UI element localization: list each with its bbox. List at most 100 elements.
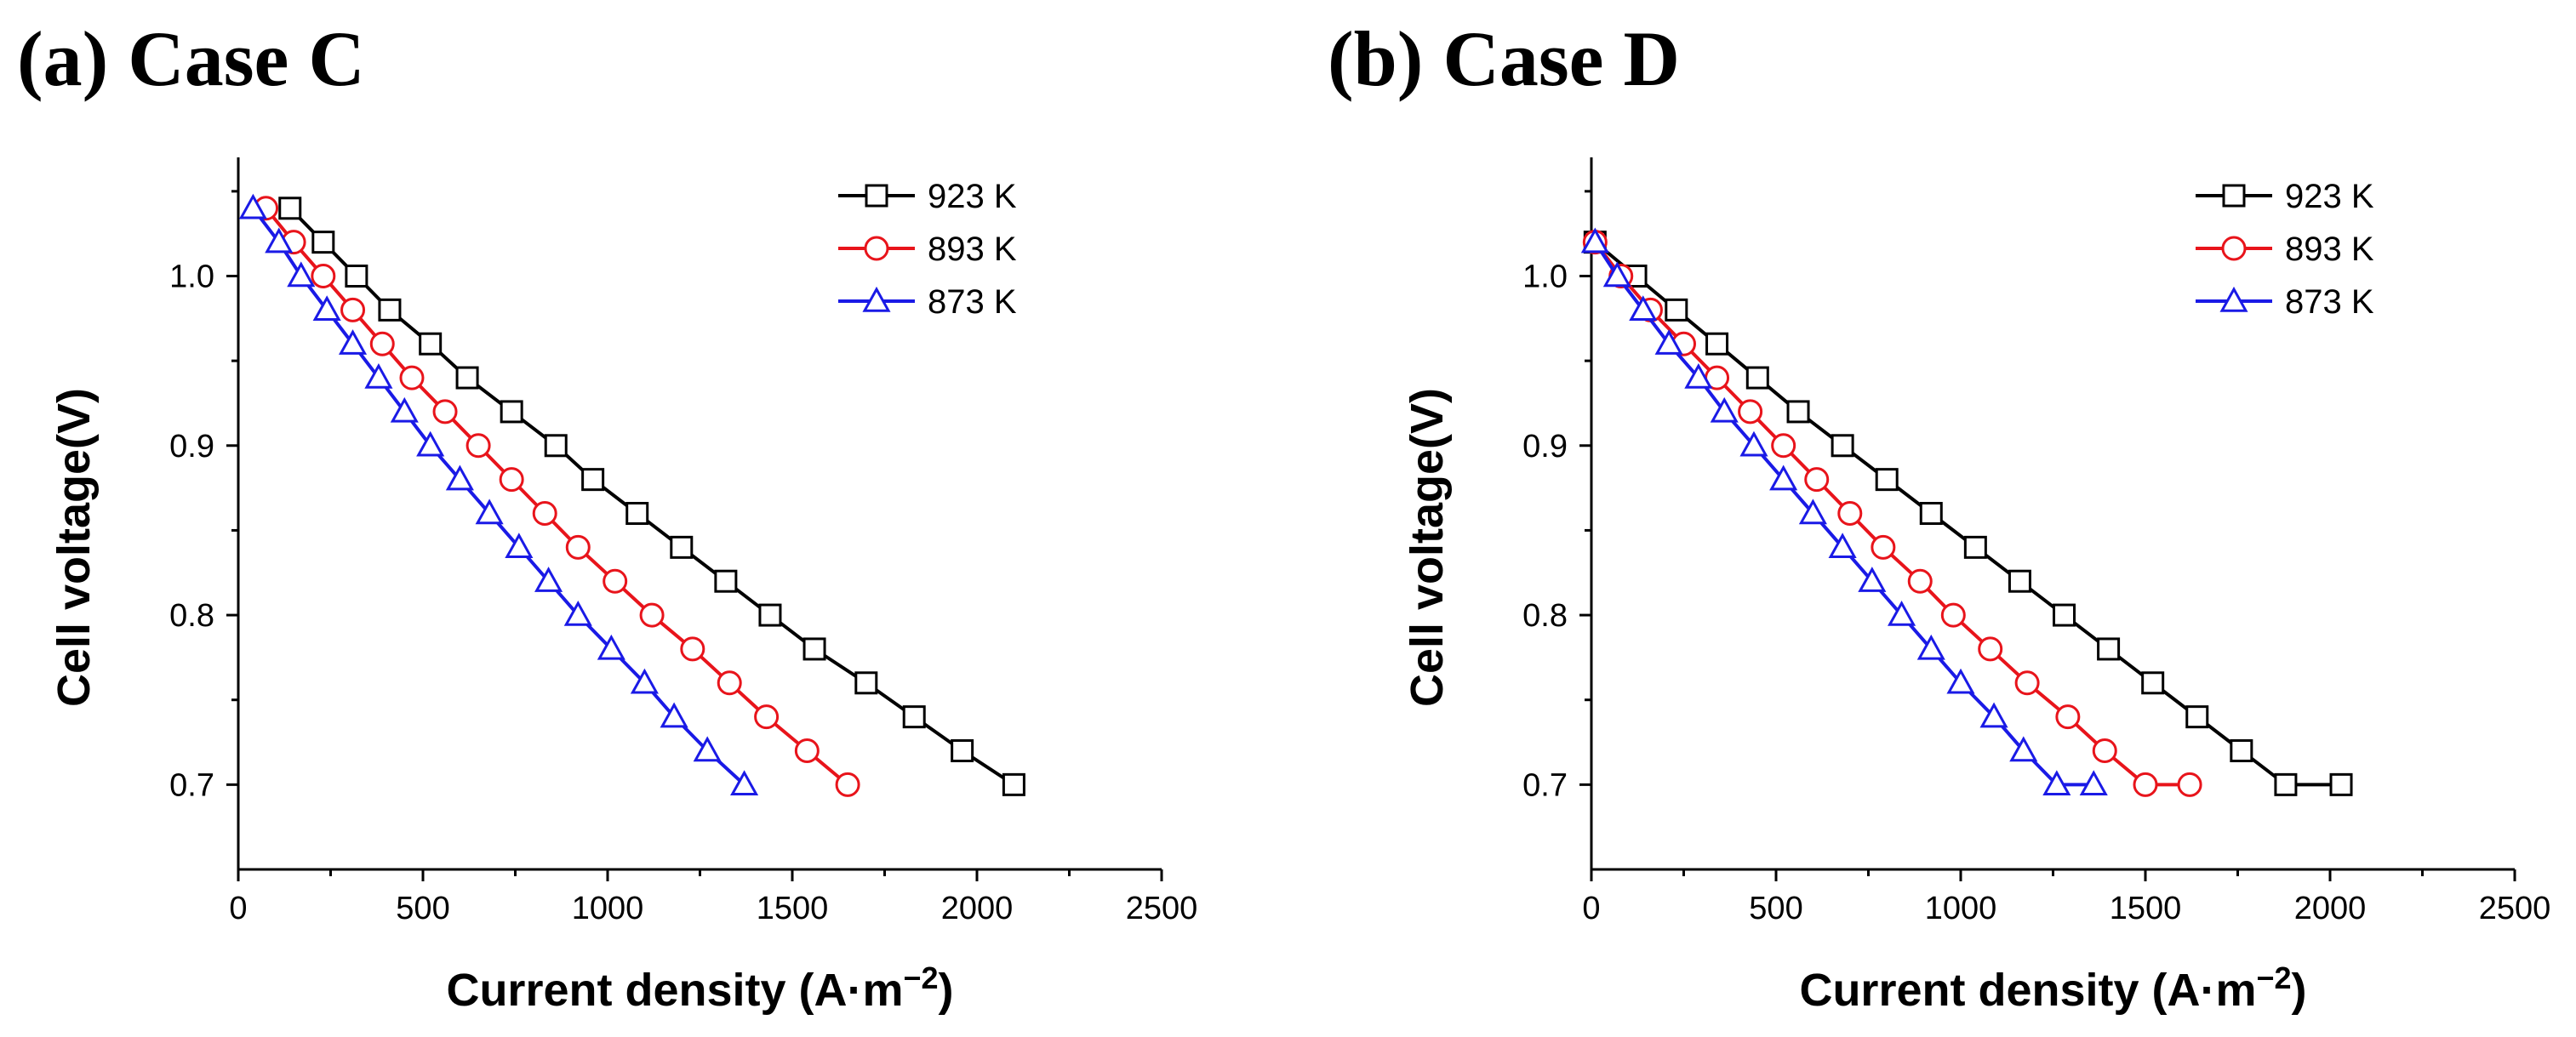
- data-point: [238, 193, 267, 219]
- data-point: [416, 430, 445, 457]
- x-axis-title: Current density (A·m−2): [1799, 960, 2306, 1016]
- data-point: [563, 600, 592, 626]
- data-point: [1804, 467, 1830, 493]
- data-point: [544, 434, 568, 458]
- series-line: [288, 207, 1015, 787]
- data-point: [390, 396, 419, 423]
- y-tick-label: 0.8: [1522, 598, 1568, 634]
- data-point: [1837, 501, 1863, 526]
- x-axis-title-end: ): [2292, 965, 2307, 1016]
- legend-marker: [862, 286, 891, 312]
- data-point: [2177, 772, 2202, 797]
- x-axis-title-superscript: −2: [904, 960, 939, 995]
- legend-marker: [2219, 286, 2248, 312]
- data-point: [1946, 668, 1975, 694]
- data-point: [432, 399, 458, 424]
- data-point: [466, 433, 491, 459]
- panel-case-d: (b) Case D 0 500 1000 1500 2000 2500 0.7 0.8 0.9 1…: [1328, 15, 2550, 1016]
- panel-title: (a) Case C: [17, 15, 365, 102]
- data-point: [475, 499, 504, 525]
- data-point: [345, 265, 368, 288]
- x-tick-label: 2500: [1126, 891, 1198, 926]
- data-point: [1739, 430, 1768, 457]
- legend-label: 893 K: [928, 231, 1017, 268]
- series-line: [1594, 241, 2342, 787]
- data-point: [340, 297, 366, 322]
- data-point: [1916, 634, 1945, 660]
- x-tick-label: 0: [1582, 891, 1600, 926]
- data-point: [2042, 770, 2071, 796]
- series-893k: [254, 196, 860, 797]
- data-point: [660, 702, 688, 728]
- panel-case-c: (a) Case C 0 500 1000 1500 2000 2500 0.7 0.8 0.9 1…: [17, 15, 1197, 1016]
- x-axis-title: Current density (A·m−2): [446, 960, 953, 1016]
- data-point: [338, 329, 368, 355]
- data-point: [1963, 535, 1987, 559]
- legend-label: 923 K: [2285, 178, 2374, 215]
- legend: 923 K 893 K 873 K: [838, 178, 1017, 321]
- x-axis-title-superscript: −2: [2257, 960, 2292, 995]
- data-point: [2133, 772, 2158, 797]
- data-point: [312, 295, 341, 322]
- legend-label: 873 K: [2285, 283, 2374, 321]
- panel-title: (b) Case D: [1328, 15, 1680, 102]
- data-point: [532, 501, 557, 526]
- data-point: [597, 634, 625, 660]
- data-point: [1738, 399, 1763, 424]
- legend-marker: [2222, 184, 2246, 208]
- series-line: [1593, 241, 2190, 787]
- data-point: [500, 400, 523, 424]
- data-point: [278, 197, 302, 220]
- series-923k: [1583, 231, 2353, 796]
- data-point: [693, 736, 722, 762]
- data-point: [2079, 770, 2108, 796]
- data-point: [1888, 600, 1916, 626]
- y-tick-label: 0.9: [169, 429, 214, 464]
- data-point: [714, 569, 738, 593]
- legend-marker: [2221, 236, 2247, 261]
- x-tick-label: 500: [1749, 891, 1802, 926]
- data-point: [639, 602, 665, 628]
- data-point: [630, 668, 659, 694]
- x-tick-label: 2000: [2294, 891, 2367, 926]
- data-point: [2055, 704, 2081, 730]
- x-tick-label: 1500: [757, 891, 829, 926]
- data-point: [2185, 705, 2209, 729]
- data-point: [2230, 739, 2253, 762]
- data-point: [2274, 772, 2298, 796]
- data-point: [445, 464, 474, 491]
- y-tick-label: 1.0: [169, 259, 214, 295]
- data-point: [378, 298, 402, 322]
- data-point: [803, 637, 826, 661]
- x-axis-title-main: Current density (A·m: [446, 965, 903, 1016]
- data-point: [1798, 499, 1827, 525]
- data-point: [1002, 772, 1025, 796]
- data-point: [399, 365, 425, 390]
- data-point: [419, 332, 443, 356]
- x-tick-label: 1000: [572, 891, 644, 926]
- y-tick-label: 0.8: [169, 598, 214, 634]
- x-axis-title-main: Current density (A·m: [1799, 965, 2256, 1016]
- data-point: [1831, 434, 1854, 458]
- data-point: [1769, 464, 1798, 491]
- data-point: [1705, 332, 1729, 356]
- data-point: [1580, 227, 1609, 254]
- data-point: [1979, 702, 2008, 728]
- legend-marker: [864, 236, 889, 261]
- data-point: [854, 671, 878, 695]
- data-point: [1858, 567, 1887, 592]
- data-point: [1771, 433, 1796, 459]
- data-point: [670, 535, 694, 559]
- y-tick-label: 1.0: [1522, 259, 1568, 295]
- data-point: [1940, 602, 1966, 628]
- series-line: [265, 207, 849, 786]
- series-873k: [238, 193, 759, 796]
- legend-label: 893 K: [2285, 231, 2374, 268]
- data-point: [758, 603, 782, 627]
- data-point: [2009, 736, 2038, 762]
- x-tick-label: 0: [229, 891, 247, 926]
- data-point: [1871, 534, 1896, 560]
- data-point: [565, 534, 591, 560]
- data-point: [311, 264, 336, 288]
